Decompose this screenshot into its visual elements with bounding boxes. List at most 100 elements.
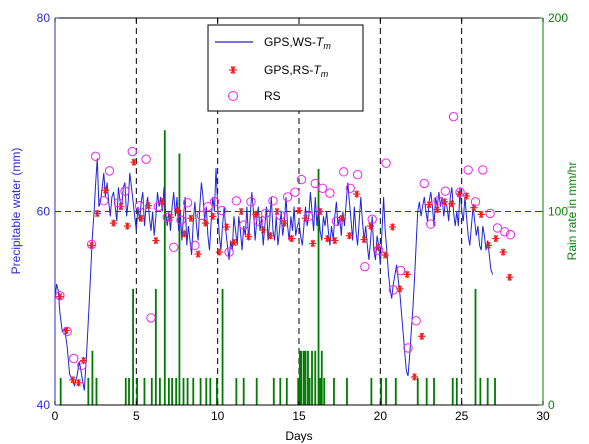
tick-labels: 0 5 10 15 20 25 30 40 60 80 0 100 200 <box>37 11 569 423</box>
rain-bar <box>159 377 161 405</box>
rs-point <box>231 196 242 206</box>
gps-rs-tm-point <box>288 234 296 243</box>
gps-rs-tm-point <box>345 232 354 240</box>
rs-point <box>478 165 488 175</box>
y-axis-right-label: Rain rate in mm/hr <box>565 162 579 261</box>
rain-bar <box>87 377 90 405</box>
gps-rs-tm-point <box>418 332 426 340</box>
rs-point <box>505 230 516 240</box>
rs-point <box>260 208 271 219</box>
rs-point <box>282 192 293 202</box>
rain-bar <box>163 130 166 406</box>
rain-bar <box>199 377 202 405</box>
rain-bar <box>272 377 275 405</box>
rs-point <box>500 227 510 237</box>
gps-rs-tm-point <box>388 223 397 231</box>
rs-point <box>224 247 234 257</box>
rs-point <box>69 353 79 364</box>
legend: GPS,WS-Tm GPS,RS-Tm RS <box>207 24 364 112</box>
y-left-tick-label: 80 <box>37 11 51 25</box>
rain-bar <box>317 168 320 405</box>
legend-circle-symbol <box>228 91 238 101</box>
rs-point <box>339 167 349 177</box>
rs-point <box>448 111 459 122</box>
rs-point <box>360 261 370 272</box>
legend-label-rs: RS <box>264 89 281 103</box>
rain-bar <box>178 153 181 405</box>
rs-point <box>55 290 65 301</box>
rs-point <box>238 220 249 230</box>
rs-point <box>395 265 406 276</box>
rain-bar <box>171 377 174 405</box>
rain-bar <box>182 377 185 405</box>
legend-label-rs_tm: GPS,RS-Tm <box>264 63 329 79</box>
gps-rs-tm-point <box>425 201 433 209</box>
rs-point <box>310 178 320 189</box>
gps-rs-tm-point <box>462 192 471 200</box>
rain-bar <box>95 377 98 405</box>
gps-rs-tm-point <box>209 212 217 220</box>
gps-rs-tm-point <box>230 238 238 247</box>
gps-rs-tm-markers <box>56 158 514 387</box>
gps-rs-tm-point <box>492 234 500 243</box>
rain-bar <box>320 350 323 405</box>
gps-rs-tm-point <box>137 214 145 222</box>
rain-bar <box>486 377 489 405</box>
gps-rs-tm-point <box>130 158 138 166</box>
rain-bar <box>192 377 195 405</box>
rs-point <box>203 201 213 212</box>
rs-point <box>209 197 220 207</box>
rain-bar <box>150 377 153 405</box>
rs-point <box>62 326 72 337</box>
rain-bar <box>394 377 397 405</box>
rs-point <box>176 215 186 225</box>
rain-bar <box>346 377 348 405</box>
rs-point <box>120 186 130 196</box>
gps-rs-tm-point <box>316 207 324 216</box>
axes <box>54 17 544 406</box>
rain-bar <box>451 377 454 405</box>
rs-point <box>196 210 207 221</box>
rs-point <box>90 151 101 162</box>
rs-point <box>374 245 384 255</box>
rain-bar <box>279 377 282 405</box>
gps-rs-tm-point <box>237 207 245 216</box>
rain-bar <box>380 377 383 405</box>
rain-bar <box>154 288 157 405</box>
gps-rs-tm-point <box>194 250 202 258</box>
x-tick-label: 15 <box>292 409 306 423</box>
x-tick-label: 30 <box>536 409 550 423</box>
gps-rs-tm-point <box>144 202 153 210</box>
rs-point <box>275 210 285 221</box>
rs-point <box>463 165 473 175</box>
rs-point <box>77 360 87 371</box>
x-tick-label: 5 <box>133 409 140 423</box>
rs-point <box>296 174 307 185</box>
rs-point <box>217 205 227 216</box>
rain-bar <box>300 350 303 405</box>
rain-bar <box>132 288 134 405</box>
gps-rs-tm-point <box>201 219 210 227</box>
gps-rs-tm-point <box>215 248 223 256</box>
rs-point <box>325 188 335 198</box>
y-left-tick-label: 40 <box>37 398 51 412</box>
rain-bar <box>370 377 373 405</box>
rain-bar <box>304 350 307 405</box>
rs-point <box>403 343 413 353</box>
rs-point <box>153 201 163 212</box>
gps-rs-tm-point <box>101 186 110 194</box>
rain-bar <box>333 377 335 405</box>
rs-point <box>169 242 179 252</box>
gps-rs-tm-point <box>484 241 493 249</box>
rain-bar <box>307 350 309 405</box>
gps-rs-tm-point <box>448 200 456 208</box>
rain-bar <box>494 377 496 405</box>
rain-bar <box>186 377 189 405</box>
gps-ws-tm-line <box>54 158 494 391</box>
gps-rs-tm-point <box>323 234 332 243</box>
rain-bar <box>308 377 311 405</box>
rain-bar <box>285 377 288 405</box>
gps-rs-tm-point <box>366 222 375 230</box>
rain-bar <box>425 377 428 405</box>
